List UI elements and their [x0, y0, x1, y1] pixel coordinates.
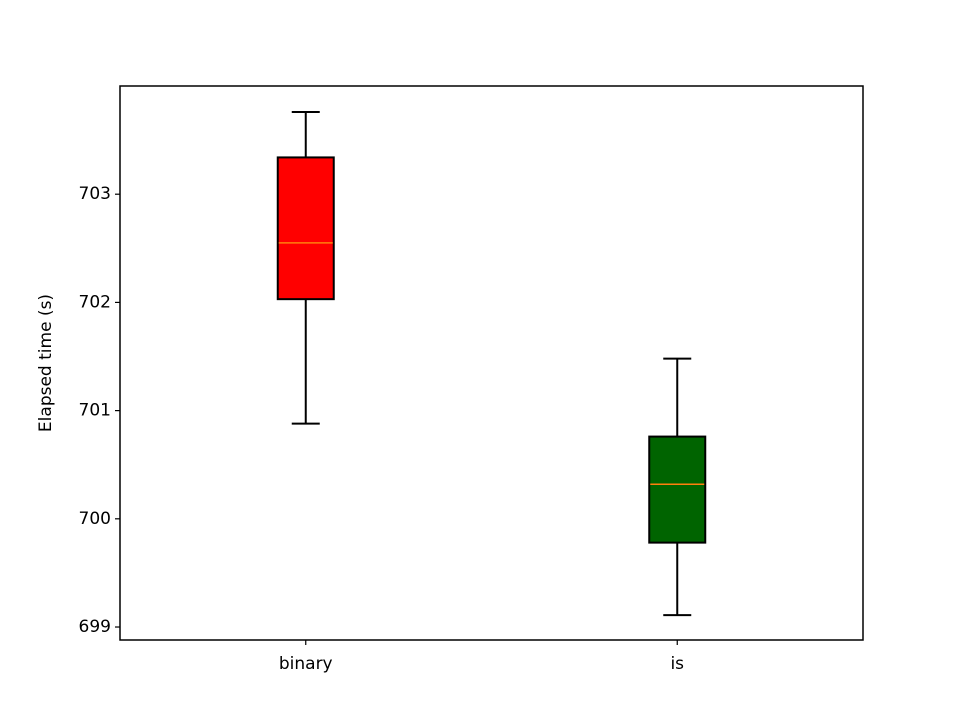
plot-frame: [119, 85, 864, 641]
y-axis-label: Elapsed time (s): [36, 294, 56, 432]
box: [276, 156, 335, 301]
y-tick-label: 701: [79, 401, 111, 421]
x-tick-label: is: [670, 654, 684, 674]
x-tick-label: binary: [279, 654, 333, 674]
y-tick-label: 703: [79, 184, 111, 204]
box: [648, 435, 707, 544]
y-tick-label: 699: [79, 617, 111, 637]
y-tick-label: 702: [79, 292, 111, 312]
y-tick-label: 700: [79, 509, 111, 529]
